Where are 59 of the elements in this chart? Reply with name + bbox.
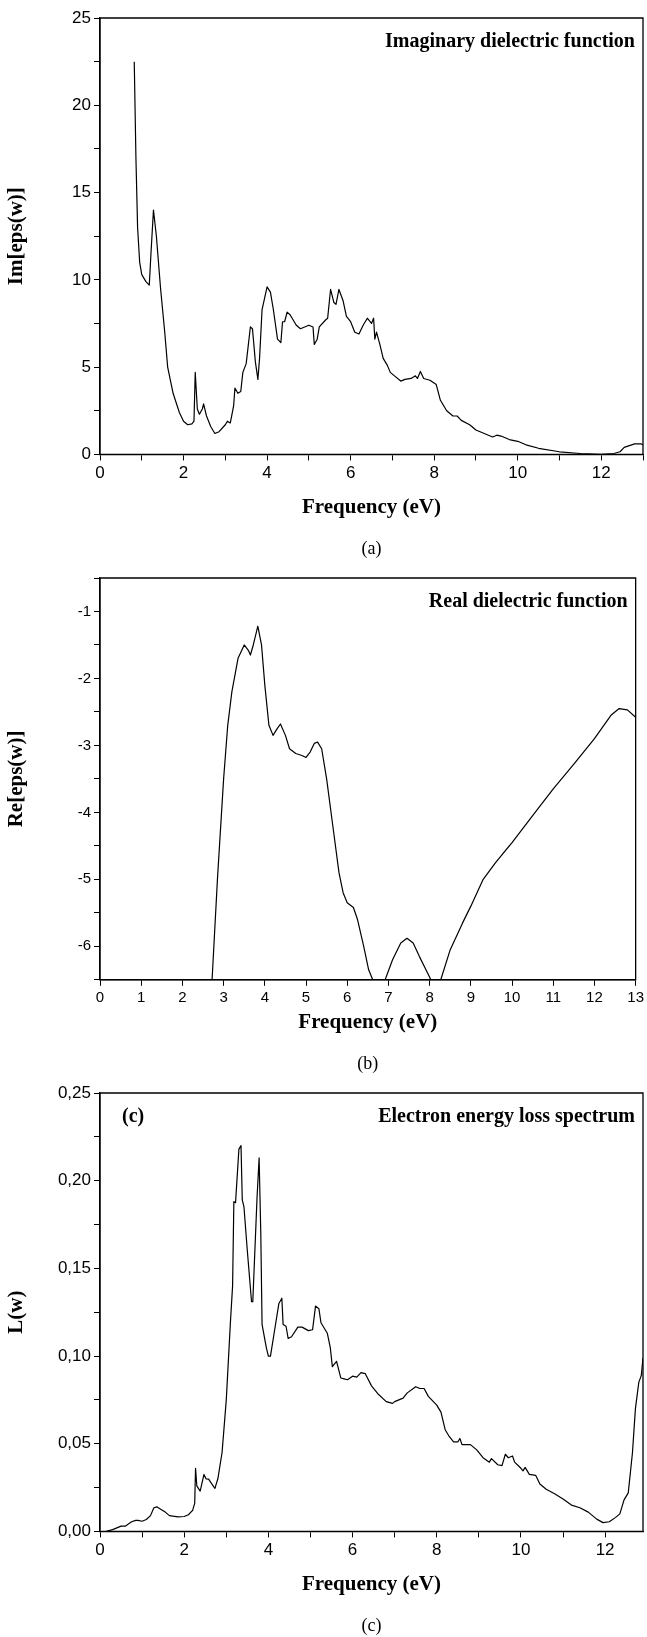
y-tick-label: -2 — [77, 668, 91, 686]
x-tick-label: 10 — [511, 1540, 531, 1560]
y-tick-label: 0,00 — [57, 1521, 91, 1541]
y-tick-label: 20 — [72, 94, 91, 114]
x-tick-label: 9 — [466, 987, 476, 1005]
x-tick-label: 4 — [262, 463, 272, 483]
x-tick-label: 6 — [343, 987, 352, 1005]
text: Imaginary dielectric function — [385, 29, 635, 53]
x-tick-label: 12 — [586, 987, 603, 1005]
x-tick-label: 6 — [347, 1540, 358, 1560]
x-tick-label: 4 — [263, 1540, 274, 1560]
x-tick-label: 10 — [503, 987, 521, 1005]
x-tick-label: 6 — [345, 463, 356, 483]
y-axis-title: L(w) — [3, 1290, 28, 1334]
y-tick-label: 10 — [72, 269, 91, 289]
y-tick-label: 0,20 — [57, 1170, 91, 1190]
x-tick-label: 11 — [545, 987, 562, 1005]
y-tick-label: 15 — [72, 182, 91, 202]
annotation: (c) — [122, 1104, 145, 1128]
x-tick-label: 2 — [178, 463, 189, 483]
x-tick-label: 8 — [432, 1540, 442, 1560]
text: Real dielectric function — [428, 589, 628, 612]
y-tick-label: -3 — [77, 735, 91, 753]
x-tick-label: 2 — [179, 1540, 189, 1560]
x-axis-title: Frequency (eV) — [302, 493, 441, 518]
x-tick-label: 1 — [137, 987, 146, 1005]
y-tick-label: -4 — [77, 802, 91, 820]
x-tick-label: 0 — [95, 1540, 105, 1560]
text: (a) — [361, 537, 382, 559]
x-tick-label: 8 — [425, 987, 434, 1005]
y-axis-title: Re[eps(w)] — [3, 730, 28, 828]
x-tick-label: 4 — [260, 987, 269, 1005]
x-tick-label: 3 — [219, 987, 228, 1005]
x-tick-label: 5 — [301, 987, 311, 1005]
y-tick-label: -6 — [77, 936, 91, 954]
x-tick-label: 0 — [95, 987, 105, 1005]
text: Electron energy loss spectrum — [378, 1104, 636, 1128]
y-axis-title: Im[eps(w)] — [3, 187, 28, 286]
y-tick-label: -5 — [77, 869, 91, 887]
y-tick-label: 25 — [72, 7, 91, 27]
x-tick-label: 0 — [95, 463, 105, 483]
x-tick-label: 8 — [429, 463, 439, 483]
x-tick-label: 12 — [595, 1540, 615, 1560]
x-tick-label: 10 — [508, 463, 528, 483]
x-tick-label: 13 — [627, 987, 644, 1005]
x-axis-title: Frequency (eV) — [298, 1008, 438, 1033]
y-tick-label: 0,05 — [57, 1433, 91, 1453]
x-tick-label: 2 — [178, 987, 187, 1005]
x-axis-title: Frequency (eV) — [302, 1570, 441, 1595]
y-tick-label: -1 — [77, 601, 91, 619]
text: (c) — [361, 1614, 382, 1636]
text: (b) — [357, 1052, 379, 1074]
x-tick-label: 12 — [591, 463, 611, 483]
x-tick-label: 7 — [384, 987, 393, 1005]
y-tick-label: 0 — [81, 444, 91, 464]
y-tick-label: 0,15 — [57, 1258, 91, 1278]
y-tick-label: 0,10 — [57, 1345, 91, 1365]
y-tick-label: 0,25 — [57, 1082, 91, 1102]
y-tick-label: 5 — [81, 356, 91, 376]
